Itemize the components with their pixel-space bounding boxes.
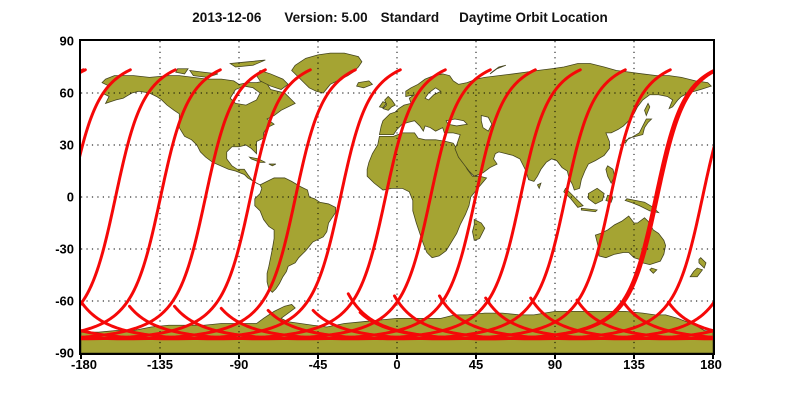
orbit-track xyxy=(358,69,713,341)
orbit-track xyxy=(81,68,267,339)
y-axis-label: 30 xyxy=(59,137,74,153)
orbit-track xyxy=(81,68,222,333)
x-axis-tickmark xyxy=(475,355,477,359)
x-axis-label: 0 xyxy=(393,357,401,372)
x-axis-label: -90 xyxy=(229,357,249,372)
orbit-track xyxy=(219,68,582,341)
landmass xyxy=(175,68,189,75)
landmass xyxy=(254,177,336,293)
plot-title: 2013-12-06 Version: 5.00 Standard Daytime O… xyxy=(0,10,800,25)
landmass xyxy=(698,257,707,269)
x-axis-tickmark xyxy=(633,355,635,359)
landmass xyxy=(622,118,653,144)
landmass xyxy=(605,165,616,185)
x-axis-label: 90 xyxy=(547,357,563,372)
orbit-track xyxy=(311,68,672,341)
orbit-track xyxy=(81,68,132,158)
x-axis-label: -45 xyxy=(308,357,328,372)
orbit-tracks-layer xyxy=(81,68,713,341)
y-axis-label: -30 xyxy=(55,241,74,257)
landmass xyxy=(472,218,486,241)
orbit-track xyxy=(266,68,627,341)
landmass xyxy=(378,101,388,109)
landmass xyxy=(356,80,374,89)
y-axis-label: 0 xyxy=(66,189,74,205)
orbit-track xyxy=(81,68,447,341)
x-axis-tickmark xyxy=(554,355,556,359)
landmass xyxy=(382,95,396,111)
landmass xyxy=(580,207,598,213)
landmass xyxy=(424,87,442,101)
y-axis-label: -60 xyxy=(55,293,74,309)
landmass xyxy=(480,115,493,132)
landmass xyxy=(649,267,658,274)
orbit-track xyxy=(666,300,713,333)
orbit-track xyxy=(81,68,177,307)
landmass xyxy=(587,187,605,205)
x-axis-tickmark xyxy=(396,355,398,359)
title-text: Daytime Orbit Location xyxy=(459,10,608,25)
x-axis-label: 45 xyxy=(468,357,484,372)
landmass xyxy=(689,267,704,278)
landmass xyxy=(229,59,266,68)
y-axis-label: 60 xyxy=(59,85,74,101)
title-date: 2013-12-06 xyxy=(192,10,262,25)
landmass xyxy=(291,52,363,94)
title-version: Version: 5.00 xyxy=(284,10,368,25)
landmass xyxy=(81,304,713,353)
x-axis-tickmark xyxy=(238,355,240,359)
x-axis-label: 180 xyxy=(700,357,722,372)
world-map-svg xyxy=(81,41,713,353)
map-plot-area xyxy=(79,39,715,355)
landmass xyxy=(256,70,289,90)
landmass xyxy=(268,163,277,167)
x-axis-tickmark xyxy=(712,355,714,359)
x-axis-label: -180 xyxy=(70,357,98,372)
landmass xyxy=(489,64,506,75)
x-axis-tickmark xyxy=(159,355,161,359)
x-axis-tickmark xyxy=(80,355,82,359)
title-product: Standard xyxy=(380,10,440,25)
landmass xyxy=(366,132,488,259)
x-axis-label: -135 xyxy=(146,357,174,372)
x-axis-tickmark xyxy=(317,355,319,359)
x-axis-label: 135 xyxy=(623,357,645,372)
landmass xyxy=(229,85,261,106)
landmass xyxy=(644,102,651,117)
y-axis-label: 90 xyxy=(59,33,74,49)
landmass xyxy=(536,182,542,190)
y-axis-label: -90 xyxy=(55,345,74,361)
